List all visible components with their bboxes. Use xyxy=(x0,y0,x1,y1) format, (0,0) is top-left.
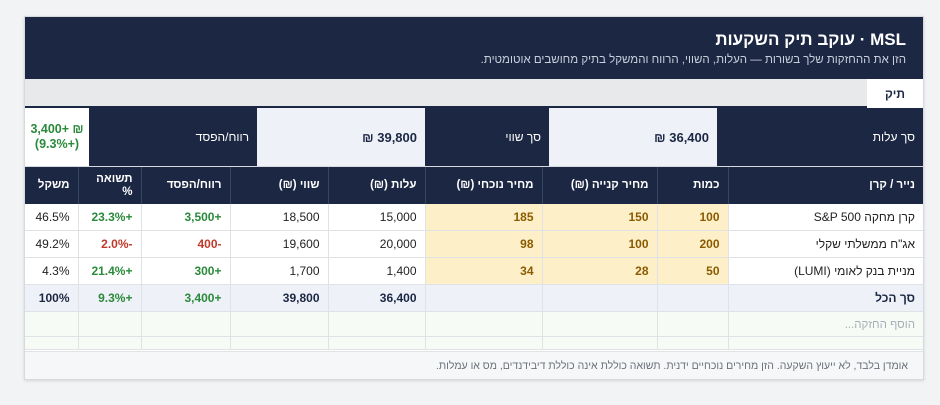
holdings-table: נייר / קרן כמות מחיר קנייה (₪) מחיר נוכח… xyxy=(25,167,923,350)
empty-cell[interactable] xyxy=(25,311,78,337)
app-header: MSL · עוקב תיק השקעות הזן את ההחזקות שלך… xyxy=(25,17,923,79)
tab-portfolio[interactable]: תיק xyxy=(867,79,923,108)
empty-cell[interactable] xyxy=(327,311,425,337)
table-header-row: נייר / קרן כמות מחיר קנייה (₪) מחיר נוכח… xyxy=(25,167,923,204)
empty-cell[interactable] xyxy=(424,311,542,337)
total-label: סך הכל xyxy=(727,284,923,312)
table-row: קרן מחקה S&P 500 100 150 185 15,000 18,5… xyxy=(25,204,923,231)
cell-current-price[interactable]: 34 xyxy=(424,257,542,285)
table-row: אג"ח ממשלתי שקלי 200 100 98 20,000 19,60… xyxy=(25,230,923,258)
cell-profit-loss: +300 xyxy=(140,257,230,285)
total-value-label: סך שווי xyxy=(425,108,549,166)
total-value: 39,800 xyxy=(229,284,328,312)
empty-cell[interactable] xyxy=(541,336,657,350)
col-header-value: שווי (₪) xyxy=(229,167,328,204)
disclaimer-footer: אומדן בלבד, לא ייעוץ השקעה. הזן מחירים נ… xyxy=(25,351,923,379)
empty-cell[interactable] xyxy=(77,311,141,337)
col-header-buy-price: מחיר קנייה (₪) xyxy=(541,167,657,204)
add-holding-row[interactable]: הוסף החזקה... xyxy=(25,311,923,337)
cell-profit-loss: +3,500 xyxy=(140,204,230,231)
cell-value: 19,600 xyxy=(229,230,328,258)
app-title: MSL · עוקב תיק השקעות xyxy=(715,30,906,49)
total-cost-value: 36,400 ₪ xyxy=(549,108,717,166)
total-row: סך הכל 36,400 39,800 +3,400 +9.3% 100% xyxy=(25,284,923,312)
cell-current-price[interactable]: 185 xyxy=(424,204,542,231)
total-value-value: 39,800 ₪ xyxy=(257,108,425,166)
cell-quantity[interactable]: 50 xyxy=(656,257,728,285)
cell-security[interactable]: אג"ח ממשלתי שקלי xyxy=(727,230,923,258)
col-header-security: נייר / קרן xyxy=(727,167,923,204)
cell-return: -2.0% xyxy=(77,230,141,258)
cell-return: +21.4% xyxy=(77,257,141,285)
add-holding-input[interactable]: הוסף החזקה... xyxy=(727,311,923,337)
portfolio-card: MSL · עוקב תיק השקעות הזן את ההחזקות שלך… xyxy=(24,16,924,380)
col-header-return: תשואה % xyxy=(77,167,141,204)
empty-cell[interactable] xyxy=(229,311,328,337)
add-holding-placeholder: הוסף החזקה... xyxy=(844,319,915,331)
cell-value: 1,700 xyxy=(229,257,328,285)
empty-cell[interactable] xyxy=(727,336,923,350)
empty-cell[interactable] xyxy=(656,336,728,350)
cell-weight: 4.3% xyxy=(25,257,78,285)
app-subtitle: הזן את ההחזקות שלך בשורות — העלות, השווי… xyxy=(480,54,906,66)
cell-buy-price[interactable]: 150 xyxy=(541,204,657,231)
cell-security[interactable]: מניית בנק לאומי (LUMI) xyxy=(727,257,923,285)
cell-weight: 46.5% xyxy=(25,204,78,231)
cell-cost: 15,000 xyxy=(327,204,425,231)
empty-cell[interactable] xyxy=(140,311,230,337)
total-buy-price xyxy=(541,284,657,312)
col-header-profit-loss: רווח/הפסד xyxy=(140,167,230,204)
cell-quantity[interactable]: 200 xyxy=(656,230,728,258)
empty-cell[interactable] xyxy=(656,311,728,337)
col-header-current-price: מחיר נוכחי (₪) xyxy=(424,167,542,204)
total-current-price xyxy=(424,284,542,312)
cell-buy-price[interactable]: 100 xyxy=(541,230,657,258)
cell-buy-price[interactable]: 28 xyxy=(541,257,657,285)
total-cost: 36,400 xyxy=(327,284,425,312)
col-header-weight: משקל xyxy=(25,167,78,204)
empty-cell[interactable] xyxy=(229,336,328,350)
empty-cell[interactable] xyxy=(77,336,141,350)
cell-weight: 49.2% xyxy=(25,230,78,258)
cell-return: +23.3% xyxy=(77,204,141,231)
cell-security[interactable]: קרן מחקה S&P 500 xyxy=(727,204,923,231)
col-header-cost: עלות (₪) xyxy=(327,167,425,204)
blank-row xyxy=(25,336,923,350)
total-weight: 100% xyxy=(25,284,78,312)
total-return: +9.3% xyxy=(77,284,141,312)
empty-cell[interactable] xyxy=(541,311,657,337)
sheet-tab-bar: תיק xyxy=(25,79,923,108)
cell-current-price[interactable]: 98 xyxy=(424,230,542,258)
total-profit-loss: +3,400 xyxy=(140,284,230,312)
empty-cell[interactable] xyxy=(327,336,425,350)
cell-cost: 20,000 xyxy=(327,230,425,258)
profit-loss-label: רווח/הפסד xyxy=(89,108,257,166)
profit-loss-value: 3,400+ ₪ (9.3%+) xyxy=(25,108,89,166)
total-cost-label: סך עלות xyxy=(717,108,923,166)
cell-profit-loss: -400 xyxy=(140,230,230,258)
empty-cell[interactable] xyxy=(25,336,78,350)
cell-cost: 1,400 xyxy=(327,257,425,285)
empty-cell[interactable] xyxy=(424,336,542,350)
cell-quantity[interactable]: 100 xyxy=(656,204,728,231)
cell-value: 18,500 xyxy=(229,204,328,231)
summary-strip: סך עלות 36,400 ₪ סך שווי 39,800 ₪ רווח/ה… xyxy=(25,108,923,167)
table-row: מניית בנק לאומי (LUMI) 50 28 34 1,400 1,… xyxy=(25,257,923,285)
col-header-quantity: כמות xyxy=(656,167,728,204)
empty-cell[interactable] xyxy=(140,336,230,350)
total-quantity xyxy=(656,284,728,312)
